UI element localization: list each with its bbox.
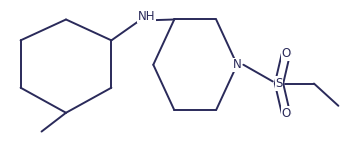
Text: NH: NH (138, 10, 155, 23)
Text: S: S (275, 77, 283, 90)
Text: O: O (281, 47, 291, 60)
Text: N: N (233, 58, 241, 71)
Text: O: O (281, 107, 291, 120)
